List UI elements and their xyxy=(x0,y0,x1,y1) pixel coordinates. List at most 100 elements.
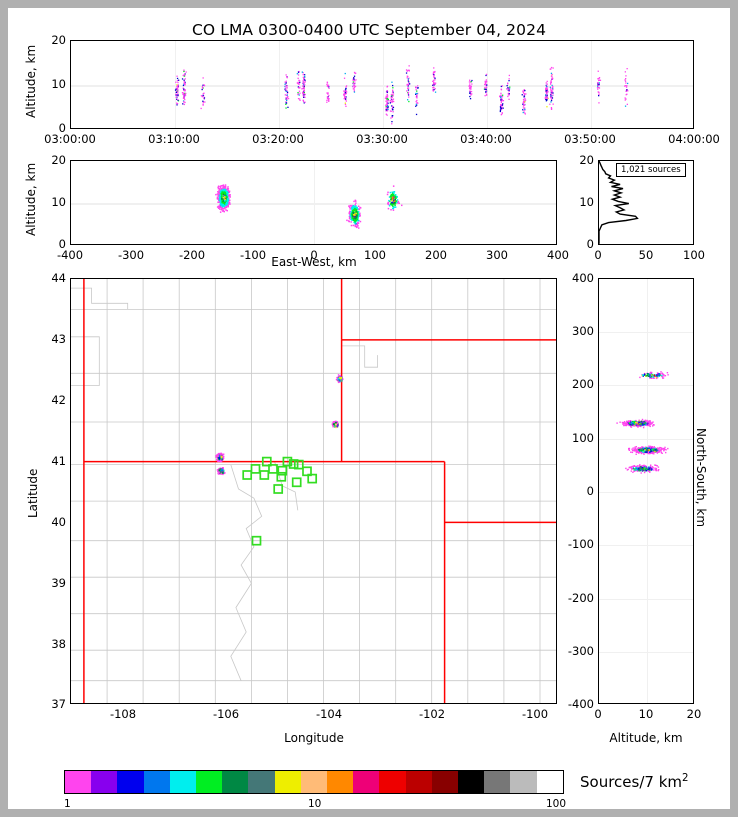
lma-station-marker xyxy=(277,465,288,476)
xtick-hist: 100 xyxy=(683,248,705,262)
xtick-ns-alt: 10 xyxy=(638,707,654,721)
lma-station-marker xyxy=(307,473,318,484)
colorbar-swatch xyxy=(274,771,301,793)
colorbar-swatch xyxy=(117,771,144,793)
xlabel-map: Longitude xyxy=(284,731,344,745)
colorbar-swatch xyxy=(65,771,92,793)
colorbar-swatch xyxy=(169,771,197,793)
lma-station-marker xyxy=(251,535,262,546)
colorbar-swatch xyxy=(458,771,485,793)
colorbar-swatch xyxy=(248,771,275,793)
ytick-ew-height: 0 xyxy=(58,237,66,251)
xtick-hist: 50 xyxy=(638,248,654,262)
gridline-ns xyxy=(599,599,693,601)
ytick-ew-height: 10 xyxy=(51,195,66,209)
lma-station-marker xyxy=(242,470,253,480)
colorbar-swatch xyxy=(484,771,511,793)
xtick-time: 04:00:00 xyxy=(668,132,720,146)
ew-height-panel xyxy=(70,160,557,245)
gridline-ns xyxy=(599,492,693,494)
time-height-panel xyxy=(70,40,694,129)
lma-station-marker xyxy=(261,456,272,467)
map-geography xyxy=(71,279,556,703)
colorbar-swatch xyxy=(379,771,406,793)
ytick-lat: 37 xyxy=(51,697,66,711)
lma-station-marker xyxy=(282,456,293,467)
figure-title: CO LMA 0300-0400 UTC September 04, 2024 xyxy=(191,21,547,39)
gridline-ns xyxy=(599,652,693,654)
colorbar-tick-min: 1 xyxy=(64,798,71,810)
xtick-ns-alt: 20 xyxy=(686,707,702,721)
gridline-alt-10 xyxy=(71,203,556,205)
gridline-time xyxy=(279,41,281,128)
colorbar-label: Sources/7 km2 xyxy=(580,773,688,791)
colorbar-swatch xyxy=(222,771,249,793)
xtick-time: 03:00:00 xyxy=(44,132,96,146)
gridline-ns xyxy=(599,385,693,387)
ew-height-scatter xyxy=(215,184,403,229)
gridline-time xyxy=(175,41,177,128)
colorbar-tick-max: 100 xyxy=(546,798,567,810)
gridline-ns xyxy=(599,332,693,334)
ytick-ns: 300 xyxy=(572,324,594,338)
ytick-ns: 0 xyxy=(586,484,594,498)
colorbar-swatch xyxy=(405,771,432,793)
gridline-time xyxy=(487,41,489,128)
gridline-time xyxy=(591,41,593,128)
ytick-ns: -100 xyxy=(567,537,594,551)
lma-station-marker xyxy=(259,470,270,480)
ytick-lat: 40 xyxy=(51,515,66,529)
colorbar-swatch xyxy=(300,771,328,793)
gridline-time xyxy=(383,41,385,128)
ytick-time-height: 20 xyxy=(51,33,66,47)
xtick-ew: -400 xyxy=(56,248,84,262)
xtick-ns-alt: 0 xyxy=(594,707,602,721)
lma-station-marker xyxy=(268,464,278,474)
xtick-time: 03:50:00 xyxy=(564,132,616,146)
xtick-ew: -200 xyxy=(178,248,206,262)
ytick-time-height: 0 xyxy=(58,121,66,135)
xtick-lon: -102 xyxy=(418,707,446,721)
ylabel-ew-height: Altitude, km xyxy=(24,162,38,236)
time-height-scatter xyxy=(174,65,629,125)
xtick-ew: 300 xyxy=(486,248,508,262)
ytick-lat: 41 xyxy=(51,454,66,468)
map-panel xyxy=(70,278,557,704)
lma-station-marker xyxy=(302,466,312,477)
ytick-time-height: 10 xyxy=(51,77,66,91)
figure-canvas: CO LMA 0300-0400 UTC September 04, 2024 … xyxy=(8,8,730,810)
ytick-ns: -300 xyxy=(567,644,594,658)
lma-station-marker xyxy=(276,471,287,482)
colorbar-swatch xyxy=(536,771,563,793)
ytick-ns: 400 xyxy=(572,271,594,285)
xlabel-ew-height: East-West, km xyxy=(271,255,357,269)
xtick-time: 03:10:00 xyxy=(148,132,200,146)
colorbar[interactable] xyxy=(64,770,564,794)
colorbar-swatch xyxy=(510,771,537,793)
colorbar-swatch xyxy=(91,771,118,793)
ytick-lat: 42 xyxy=(51,393,66,407)
gridline-ns-alt10 xyxy=(647,279,649,703)
ytick-lat: 43 xyxy=(51,332,66,346)
ytick-lat: 44 xyxy=(51,271,66,285)
lma-station-marker xyxy=(291,477,302,488)
ytick-ns: 100 xyxy=(572,431,594,445)
lma-station-marker xyxy=(293,459,304,470)
xtick-lon: -104 xyxy=(315,707,343,721)
ytick-ns: 200 xyxy=(572,377,594,391)
ytick-hist: 20 xyxy=(579,153,594,167)
ytick-lat: 39 xyxy=(51,576,66,590)
ylabel-time-height: Altitude, km xyxy=(24,44,38,118)
ytick-ns: -200 xyxy=(567,591,594,605)
ytick-hist: 10 xyxy=(579,195,594,209)
xtick-hist: 0 xyxy=(594,248,602,262)
ytick-hist: 0 xyxy=(586,237,594,251)
gridline-ew-0 xyxy=(314,161,316,244)
colorbar-swatch xyxy=(353,771,380,793)
gridline-alt-10 xyxy=(71,85,693,87)
ytick-ew-height: 20 xyxy=(51,153,66,167)
lma-station-marker xyxy=(273,484,284,494)
colorbar-label-text: Sources/7 km xyxy=(580,773,682,791)
ns-height-panel xyxy=(598,278,694,704)
xtick-ew: -300 xyxy=(117,248,145,262)
